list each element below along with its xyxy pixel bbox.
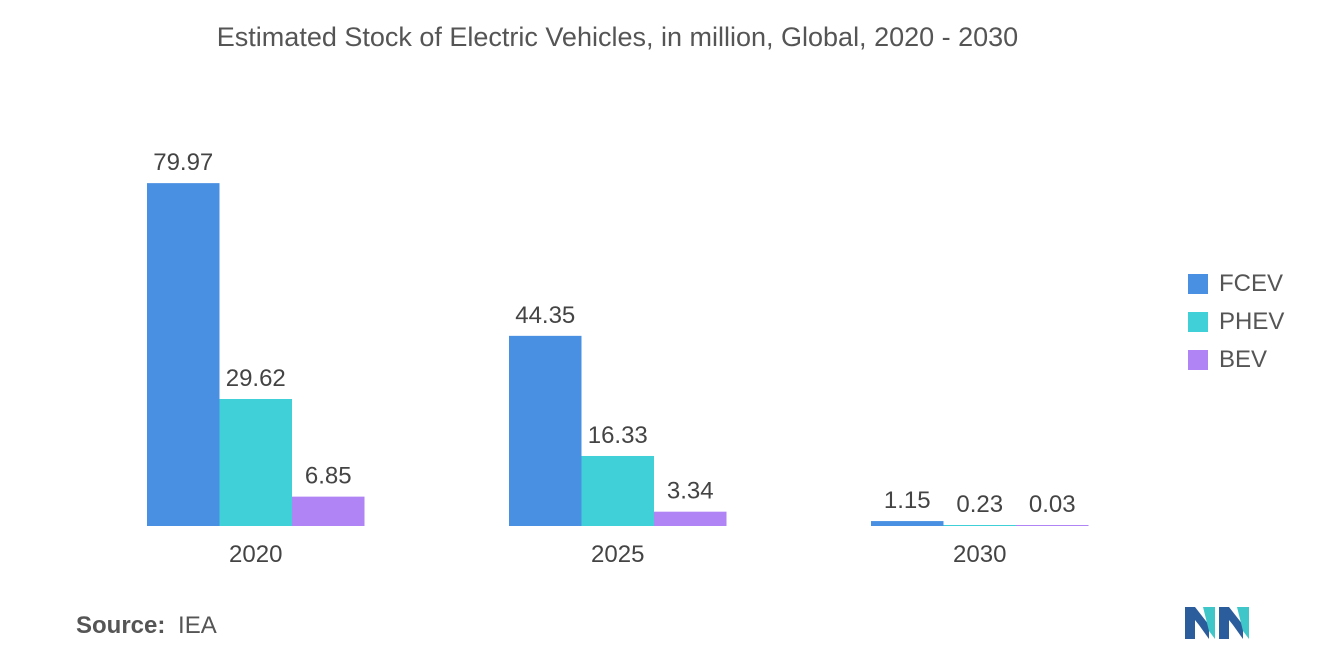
data-label-phev-2025: 16.33	[588, 422, 648, 449]
legend-swatch-phev	[1188, 312, 1208, 332]
bar-fcev-2025	[509, 335, 582, 526]
legend-item-bev: BEV	[1188, 341, 1284, 379]
bar-bev-2030	[1016, 525, 1089, 526]
legend-label-fcev: FCEV	[1219, 270, 1284, 297]
bar-bev-2025	[654, 511, 727, 526]
data-label-fcev-2020: 79.97	[153, 149, 213, 176]
data-label-fcev-2030: 1.15	[884, 487, 931, 514]
bar-fcev-2020	[147, 183, 220, 526]
mordor-intelligence-logo-icon	[1185, 607, 1249, 639]
data-label-bev-2025: 3.34	[667, 478, 714, 505]
source-note: Source: IEA	[76, 612, 217, 640]
bar-fcev-2030	[871, 521, 944, 526]
data-label-phev-2020: 29.62	[226, 365, 286, 392]
data-label-bev-2020: 6.85	[305, 463, 352, 490]
data-label-phev-2030: 0.23	[956, 491, 1003, 518]
source-label: Source:	[76, 612, 166, 639]
x-tick-label-2025: 2025	[591, 541, 644, 568]
legend-item-fcev: FCEV	[1188, 265, 1284, 303]
chart-title: Estimated Stock of Electric Vehicles, in…	[216, 22, 1019, 52]
legend-swatch-bev	[1188, 350, 1208, 370]
bar-phev-2025	[581, 455, 654, 526]
x-tick-label-2030: 2030	[953, 541, 1006, 568]
data-label-fcev-2025: 44.35	[515, 302, 575, 329]
legend-swatch-fcev	[1188, 274, 1208, 294]
legend-label-phev: PHEV	[1219, 308, 1285, 335]
chart-legend: FCEV PHEV BEV	[1188, 265, 1284, 379]
bar-phev-2030	[943, 525, 1016, 526]
legend-item-phev: PHEV	[1188, 303, 1284, 341]
data-label-bev-2030: 0.03	[1029, 491, 1076, 518]
source-value: IEA	[178, 612, 217, 639]
legend-label-bev: BEV	[1219, 346, 1268, 373]
x-tick-label-2020: 2020	[229, 541, 282, 568]
bar-phev-2020	[219, 399, 292, 526]
bar-bev-2020	[292, 496, 365, 526]
